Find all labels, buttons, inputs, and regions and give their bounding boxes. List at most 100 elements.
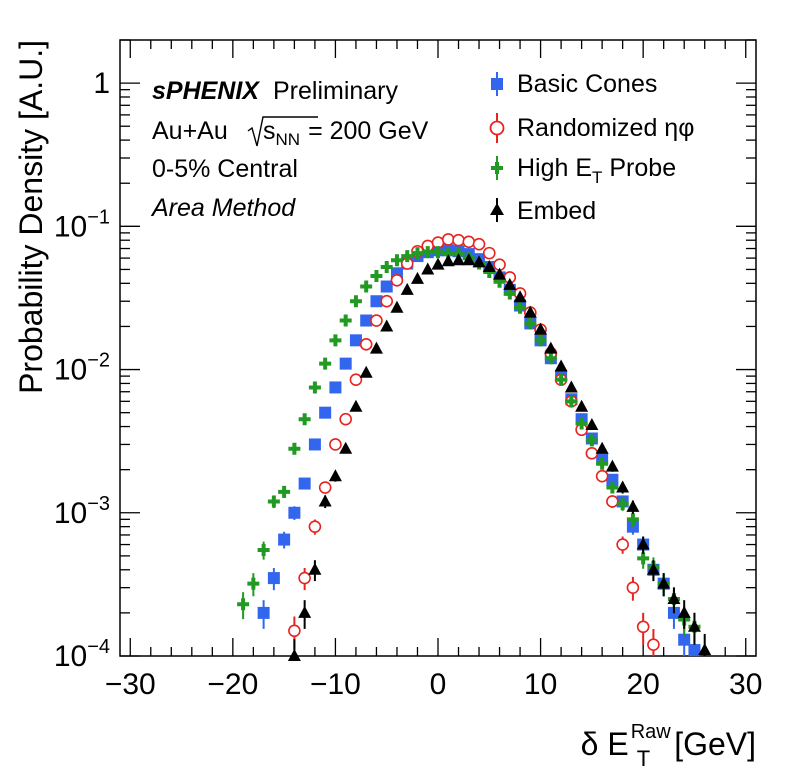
data-point [605,459,619,472]
data-point [595,441,609,454]
annotation-experiment: sPHENIX [152,77,260,105]
data-point [667,592,681,605]
legend-marker-triangle [490,203,504,215]
data-point [462,253,476,266]
data-point [298,477,311,490]
legend-label-embed: Embed [517,197,596,225]
y-axis-ticks: 10−410−310−210−11 [54,39,756,673]
annotation-energy-value: = 200 GeV [308,117,429,145]
data-point [421,246,434,259]
legend-marker-square [491,78,503,90]
data-point [380,294,394,308]
data-point [267,495,280,508]
data-point [257,543,270,556]
data-point [400,282,414,295]
data-point [514,301,527,314]
data-point [452,253,466,266]
x-tick-label: −10 [310,668,361,701]
data-point [595,469,609,483]
annotation-energy-sub: NN [276,130,301,149]
x-axis-ticks: −30 −20 −10 0 10 20 30 [105,40,762,701]
data-point [606,495,619,508]
data-point [390,300,404,313]
y-tick-label: 10−4 [54,636,110,673]
data-point [308,562,322,575]
data-point [503,287,516,300]
x-tick-label: −20 [207,668,258,701]
y-tick-label-exponent: −4 [87,636,110,658]
annotation-energy-line: sNN = 200 GeV [263,117,429,149]
data-point [493,267,507,280]
data-point [441,233,455,246]
legend-label-basic-cones: Basic Cones [517,70,657,98]
data-point [616,538,629,551]
y-tick-label: 10−3 [54,493,110,530]
data-point [308,438,321,451]
legend-item-embed: Embed [490,197,596,225]
data-point [534,322,548,335]
data-point [308,381,321,394]
data-point [329,334,342,347]
y-tick-label: 10−2 [54,350,110,387]
data-point [298,413,311,426]
data-point [554,359,568,372]
data-point [534,334,547,347]
y-tick-label-exponent: −1 [87,206,110,228]
annotation-centrality: 0-5% Central [152,155,298,183]
legend-marker-cross [491,162,503,174]
y-tick-label-base: 10 [54,640,87,673]
data-point [626,499,640,512]
data-point [288,442,301,455]
data-point [298,605,312,618]
data-point [328,469,342,482]
data-point [339,357,352,370]
legend-marker-circle [489,120,505,136]
data-point [564,380,578,393]
data-point [524,317,537,330]
data-point [646,562,660,575]
data-point [360,280,373,293]
data-point [616,480,630,493]
data-point [565,395,578,408]
data-point [596,457,609,470]
annotation-status: Preliminary [273,77,399,105]
data-point [636,537,650,550]
data-point [555,373,568,386]
data-point [370,295,383,308]
data-point [441,254,455,267]
data-point [288,506,301,519]
data-point [432,246,444,259]
data-point [472,237,486,251]
x-tick-label: −30 [105,668,156,701]
data-layer [237,233,712,661]
annotations: sPHENIX Preliminary Au+Au sNN = 200 GeV 0-… [150,77,429,222]
data-point [288,624,301,638]
y-tick-label-exponent: −2 [87,350,110,372]
data-point [482,260,496,273]
legend-item-high-et-probe: High ET Probe [491,154,676,187]
annotation-experiment-line: sPHENIX Preliminary [152,77,399,105]
data-point [626,581,640,594]
data-point [318,481,332,494]
data-point [298,571,311,585]
data-point [247,577,260,590]
data-point [401,250,414,263]
annotation-energy-s: s [263,117,276,145]
x-axis-title-superscript: Raw [631,721,672,743]
x-tick-label: 10 [524,668,557,701]
data-point [390,273,404,287]
data-point [606,481,619,494]
data-point [421,262,435,275]
data-point [442,247,455,260]
data-point [544,352,557,365]
data-point [349,373,363,386]
data-point [585,434,598,447]
data-point [380,319,394,332]
data-point [287,649,301,661]
data-point [688,644,701,657]
data-point [452,233,465,247]
data-point [390,254,403,267]
data-point [370,314,383,327]
x-axis-title-prefix: δ E [581,726,629,762]
